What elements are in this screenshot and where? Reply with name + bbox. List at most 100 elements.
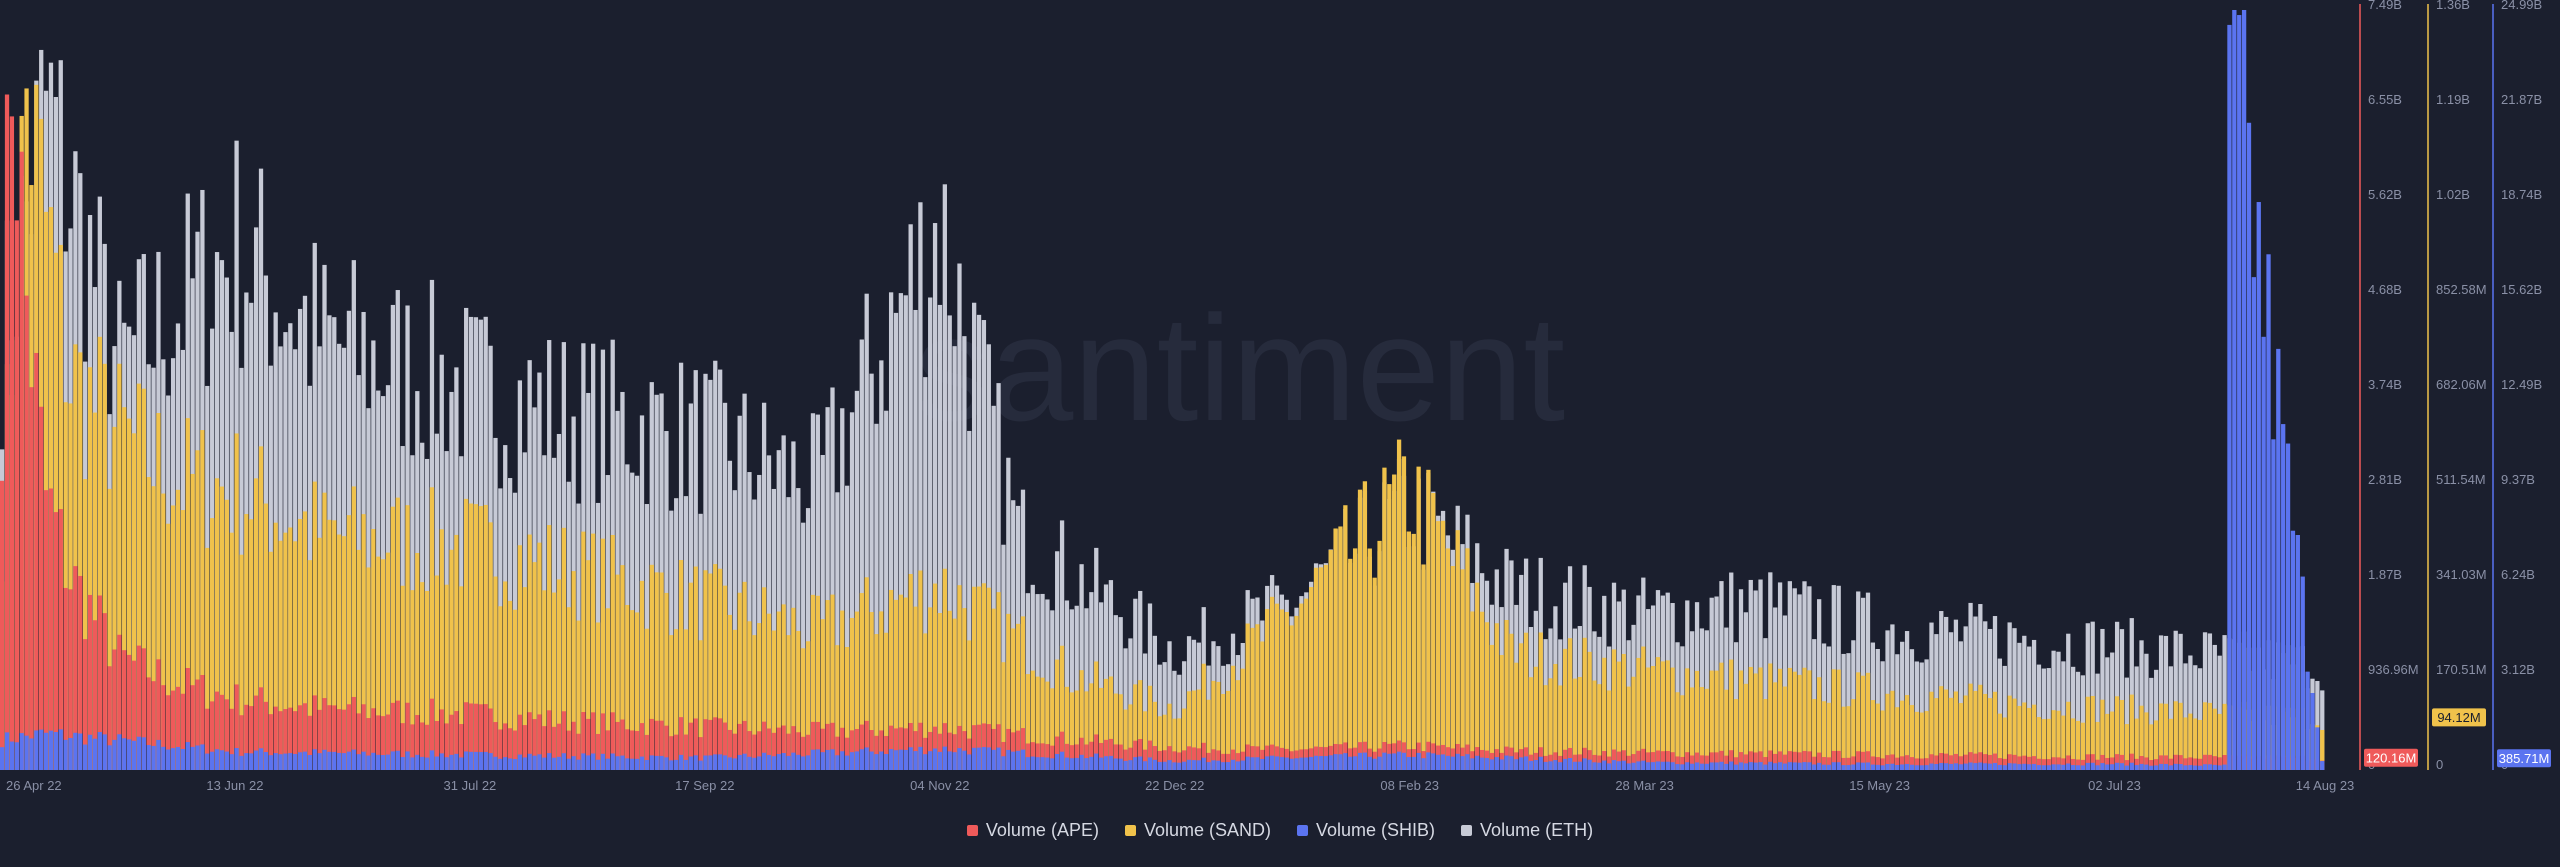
bar-volume-sand-88: [429, 487, 435, 770]
bar-volume-shib-453: [2212, 764, 2217, 770]
bar-volume-sand-50: [244, 514, 249, 770]
bar-volume-ape-148: [722, 722, 728, 770]
bar-volume-sand-104: [507, 600, 513, 770]
bar-volume-sand-131: [639, 580, 645, 770]
bar-volume-shib-468: [2285, 443, 2291, 770]
bar-volume-shib-119: [581, 753, 586, 770]
bar-volume-sand-38: [185, 418, 190, 770]
y-tick-label-1-0: 1.36B: [2436, 0, 2470, 12]
bar-volume-ape-181: [884, 735, 889, 770]
bar-volume-sand-11: [53, 252, 59, 770]
bar-volume-sand-430: [2100, 699, 2105, 770]
bar-volume-shib-368: [1797, 762, 1802, 770]
bar-volume-shib-430: [2100, 763, 2105, 770]
bar-volume-ape-414: [2022, 755, 2027, 770]
bar-volume-shib-432: [2110, 764, 2115, 770]
bar-volume-shib-450: [2198, 765, 2203, 770]
bar-volume-shib-29: [141, 737, 146, 770]
bar-volume-ape-384: [1875, 757, 1880, 770]
bar-volume-sand-109: [532, 562, 537, 770]
bar-volume-ape-38: [185, 667, 190, 770]
legend-item-sand[interactable]: Volume (SAND): [1124, 820, 1271, 841]
bar-volume-sand-61: [297, 518, 303, 770]
bar-volume-shib-200: [976, 747, 982, 770]
bar-volume-ape-399: [1948, 755, 1954, 770]
bar-volume-ape-402: [1963, 754, 1968, 770]
bar-volume-sand-186: [908, 573, 913, 770]
bar-volume-sand-69: [337, 534, 342, 770]
bar-volume-sand-76: [371, 528, 376, 770]
bar-volume-shib-72: [351, 749, 356, 770]
bar-volume-shib-230: [1123, 760, 1128, 770]
bar-volume-shib-439: [2144, 764, 2149, 770]
bar-volume-eth-154: [752, 499, 757, 770]
bar-volume-sand-58: [283, 532, 288, 770]
bar-volume-ape-404: [1973, 753, 1978, 770]
bar-volume-sand-249: [1216, 681, 1221, 770]
bar-volume-shib-143: [698, 760, 703, 770]
bar-volume-eth-442: [2158, 635, 2164, 770]
bar-volume-eth-224: [1094, 547, 1099, 770]
bar-volume-ape-56: [273, 706, 278, 770]
bar-volume-sand-233: [1138, 680, 1143, 770]
bar-volume-sand-426: [2080, 722, 2086, 770]
bar-volume-sand-268: [1309, 587, 1314, 770]
bar-volume-sand-250: [1221, 694, 1226, 770]
bar-volume-sand-453: [2212, 708, 2217, 770]
bar-volume-sand-269: [1313, 567, 1319, 770]
bar-volume-sand-436: [2129, 694, 2134, 770]
bar-volume-ape-128: [625, 729, 630, 770]
legend-item-ape[interactable]: Volume (APE): [966, 820, 1099, 841]
bar-volume-ape-344: [1680, 756, 1685, 770]
bar-volume-shib-257: [1255, 757, 1260, 770]
bar-volume-sand-257: [1255, 624, 1260, 770]
bar-volume-ape-376: [1836, 750, 1841, 770]
bar-volume-ape-390: [1904, 755, 1910, 770]
bar-volume-ape-218: [1064, 743, 1070, 770]
bar-volume-ape-129: [630, 730, 635, 770]
bar-volume-sand-321: [1567, 638, 1573, 770]
bar-volume-shib-175: [854, 751, 860, 770]
bar-volume-ape-119: [581, 712, 586, 770]
bar-volume-shib-226: [1103, 756, 1109, 770]
legend-item-eth[interactable]: Volume (ETH): [1461, 820, 1593, 841]
bar-volume-shib-355: [1733, 764, 1739, 770]
bar-volume-ape-338: [1650, 752, 1656, 770]
bar-volume-eth-155: [757, 474, 762, 770]
bar-volume-shib-309: [1509, 756, 1514, 770]
legend-item-shib[interactable]: Volume (SHIB): [1297, 820, 1435, 841]
bar-volume-ape-168: [820, 728, 825, 770]
bar-volume-sand-97: [473, 504, 479, 770]
bar-volume-sand-226: [1103, 678, 1109, 770]
y-tick-label-0-6: 1.87B: [2368, 567, 2402, 582]
bar-volume-eth-173: [845, 485, 850, 770]
bar-volume-ape-228: [1113, 744, 1118, 770]
bar-volume-sand-392: [1914, 711, 1919, 770]
bar-volume-shib-189: [923, 754, 928, 770]
bar-volume-shib-164: [801, 756, 806, 770]
bar-volume-sand-385: [1880, 710, 1885, 770]
bar-volume-sand-212: [1035, 676, 1040, 770]
bar-volume-sand-23: [112, 426, 117, 770]
bar-volume-ape-353: [1724, 755, 1729, 770]
y-tick-label-0-5: 2.81B: [2368, 472, 2402, 487]
bar-volume-eth-182: [888, 292, 894, 770]
bar-volume-sand-342: [1670, 667, 1675, 770]
bar-volume-eth-426: [2080, 675, 2086, 770]
y-tick-label-2-2: 18.74B: [2501, 187, 2542, 202]
bar-volume-shib-19: [92, 738, 98, 770]
bar-volume-sand-253: [1235, 680, 1241, 770]
bar-volume-ape-185: [903, 728, 908, 770]
bar-volume-ape-108: [527, 712, 532, 770]
bar-volume-shib-279: [1362, 752, 1368, 770]
bar-volume-ape-127: [620, 719, 625, 770]
bar-volume-shib-52: [253, 750, 259, 770]
bar-volume-sand-91: [444, 584, 449, 770]
bar-volume-ape-103: [503, 723, 508, 770]
bar-volume-sand-255: [1245, 623, 1250, 770]
bar-volume-ape-367: [1792, 751, 1797, 770]
bar-volume-shib-161: [786, 755, 791, 770]
bar-volume-ape-164: [801, 736, 806, 770]
bar-volume-shib-220: [1074, 757, 1079, 770]
